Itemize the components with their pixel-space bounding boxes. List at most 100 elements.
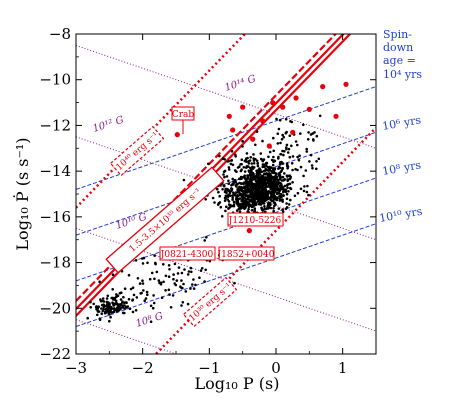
pulsar-point	[180, 279, 183, 282]
pulsar-point	[315, 167, 318, 171]
pulsar-point	[231, 198, 234, 201]
pulsar-point	[315, 134, 319, 138]
pulsar-point	[236, 166, 240, 169]
pulsar-point	[238, 181, 241, 185]
pulsar-point	[261, 179, 264, 182]
pulsar-point	[288, 134, 292, 137]
pulsar-point	[223, 175, 226, 179]
crab-label: Crab	[172, 110, 195, 120]
pulsar-point	[279, 192, 283, 196]
pulsar-point	[252, 193, 255, 197]
pulsar-point	[312, 139, 315, 142]
pulsar-point	[245, 200, 249, 204]
pulsar-point	[107, 307, 111, 311]
pulsar-point	[296, 143, 299, 147]
pulsar-point	[225, 175, 229, 178]
pulsar-point	[252, 157, 255, 160]
pulsar-point	[236, 187, 240, 190]
pulsar-point	[276, 132, 280, 135]
pulsar-point	[104, 307, 108, 311]
pulsar-point	[305, 150, 309, 153]
pulsar-point	[138, 282, 142, 285]
pulsar-point	[289, 120, 292, 123]
pulsar-point	[253, 210, 257, 213]
pulsar-point	[200, 267, 204, 270]
pulsar-point	[273, 171, 277, 175]
pulsar-point	[186, 273, 190, 276]
edot-40-box	[109, 125, 165, 177]
pulsar-point	[265, 161, 268, 165]
pulsar-point	[203, 239, 206, 242]
pulsar-point	[141, 262, 145, 265]
pulsar-point	[308, 160, 311, 163]
pulsar-point	[269, 206, 273, 210]
pulsar-point	[187, 270, 191, 273]
pulsar-point	[248, 199, 252, 203]
pulsar-point	[275, 196, 279, 199]
pulsar-point	[315, 160, 318, 163]
pulsar-point	[238, 210, 242, 213]
pulsar-point	[317, 157, 321, 161]
pulsar-point	[233, 178, 237, 182]
pulsar-point	[313, 131, 316, 134]
pulsar-point	[146, 261, 149, 265]
pulsar-point	[277, 207, 281, 210]
pulsar-point	[252, 173, 255, 176]
pulsar-point	[277, 188, 280, 192]
pulsar-point	[142, 289, 145, 292]
pulsar-point	[299, 187, 303, 191]
pulsar-point	[168, 293, 171, 296]
edot-35-box	[105, 166, 225, 274]
pulsar-point	[238, 185, 241, 189]
pulsar-point	[203, 280, 206, 283]
pulsar-point	[186, 302, 190, 306]
highlight-point	[174, 132, 180, 138]
pulsar-point	[218, 154, 221, 158]
pulsar-point	[131, 310, 135, 314]
pulsar-point	[272, 209, 276, 213]
pulsar-point	[297, 158, 301, 162]
pulsar-point	[128, 307, 132, 311]
pulsar-point	[182, 178, 186, 182]
pulsar-point	[278, 172, 281, 175]
y-tick-label: −8	[49, 25, 71, 43]
pulsar-point	[272, 160, 275, 163]
pulsar-point	[286, 183, 289, 186]
pulsar-point	[235, 170, 238, 173]
pulsar-point	[258, 180, 262, 184]
pulsar-point	[265, 181, 268, 185]
highlight-point	[293, 95, 299, 101]
pulsar-point	[232, 204, 236, 208]
pulsar-point	[173, 262, 177, 266]
pulsar-point	[192, 278, 195, 281]
pulsar-point	[255, 173, 259, 176]
pulsar-point	[86, 316, 89, 320]
pulsar-point	[299, 165, 303, 169]
pulsar-point	[107, 312, 111, 315]
pulsar-point	[285, 162, 289, 165]
pulsar-point	[261, 139, 264, 143]
pulsar-point	[232, 200, 236, 204]
pulsar-point	[272, 206, 275, 210]
pulsar-point	[287, 147, 291, 151]
pulsar-point	[282, 135, 286, 139]
pulsar-point	[107, 301, 110, 304]
x-tick-label: −3	[65, 359, 87, 377]
pulsar-point	[311, 166, 314, 170]
pulsar-point	[285, 192, 289, 196]
y-tick-label: −10	[39, 71, 71, 89]
pulsar-point	[245, 160, 248, 163]
pulsar-point	[254, 180, 258, 183]
pulsar-point	[318, 114, 322, 118]
highlight-point	[226, 113, 232, 119]
pulsar-point	[273, 201, 276, 204]
pulsar-point	[262, 177, 265, 180]
pulsar-point	[273, 167, 277, 170]
pulsar-point	[194, 283, 197, 287]
pulsar-point	[298, 154, 301, 157]
pulsar-point	[223, 199, 227, 202]
pulsar-point	[276, 142, 280, 145]
pulsar-point	[98, 280, 101, 284]
x-tick-label: 1	[338, 359, 348, 377]
pulsar-point	[109, 305, 113, 309]
